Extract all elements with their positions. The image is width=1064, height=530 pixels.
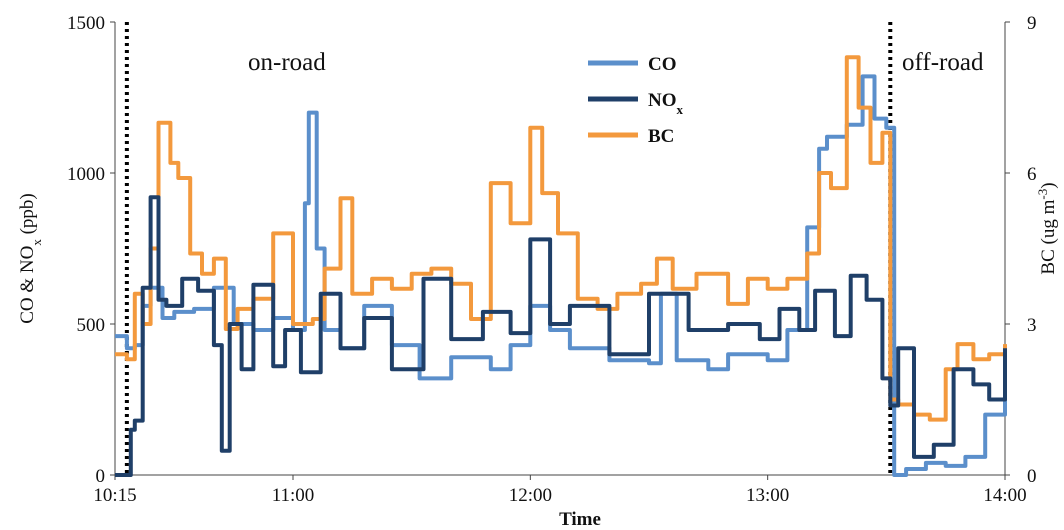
y-left-tick-label: 1000 <box>67 164 105 185</box>
y-right-tick-label: 0 <box>1027 466 1037 487</box>
x-tick-label: 12:00 <box>509 485 552 506</box>
series-nox-line <box>115 195 1007 477</box>
series-bc-line <box>115 55 1007 422</box>
x-tick-label: 10:15 <box>93 485 136 506</box>
on-road-label: on-road <box>248 49 326 76</box>
legend-label-bc: BC <box>648 126 674 147</box>
y-right-axis-title: BC (ug m-3) <box>1035 182 1060 274</box>
y-left-tick-label: 0 <box>96 466 106 487</box>
series-lines <box>115 55 1007 477</box>
x-tick-label: 11:00 <box>272 485 315 506</box>
legend-label-nox: NOx <box>648 90 684 117</box>
off-road-label: off-road <box>902 49 984 76</box>
legend: CO NOx BC <box>588 54 684 147</box>
y-right-tick-label: 9 <box>1027 13 1037 34</box>
y-left-tick-label: 500 <box>77 315 106 336</box>
y-left-tick-label: 1500 <box>67 13 105 34</box>
axes: 0 500 1000 1500 0 3 6 9 10:15 11:00 12:00 13:00 14:0… <box>67 13 1037 506</box>
y-right-tick-label: 3 <box>1027 315 1037 336</box>
x-axis-title: Time <box>559 509 601 530</box>
y-left-axis-title: CO & NOx (ppb) <box>17 193 44 324</box>
x-tick-label: 13:00 <box>746 485 789 506</box>
chart-text: Time CO & NOx (ppb) BC (ug m-3) on-road off-… <box>17 49 1059 530</box>
y-right-tick-label: 6 <box>1027 164 1037 185</box>
vertical-markers <box>124 22 893 475</box>
x-tick-label: 14:00 <box>983 485 1026 506</box>
legend-label-co: CO <box>648 54 677 75</box>
